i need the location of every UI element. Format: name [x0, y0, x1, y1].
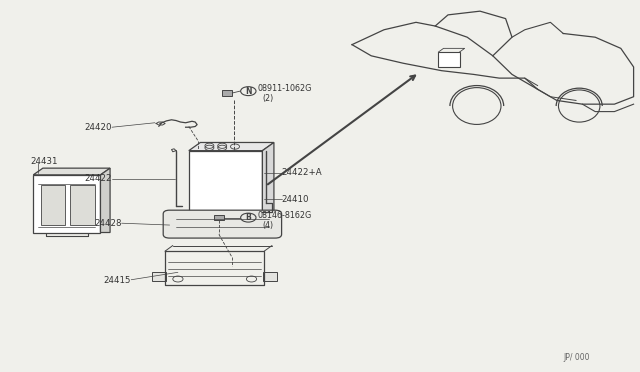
Polygon shape — [33, 168, 110, 175]
Bar — [70, 185, 95, 225]
Text: 24422: 24422 — [84, 174, 112, 183]
Text: N: N — [245, 87, 252, 96]
Polygon shape — [189, 142, 274, 151]
Text: JP/ 000: JP/ 000 — [563, 353, 589, 362]
Bar — [41, 185, 65, 225]
Text: 08911-1062G: 08911-1062G — [258, 84, 312, 93]
Text: B: B — [246, 213, 251, 222]
Text: (4): (4) — [262, 221, 273, 230]
Text: 24415: 24415 — [104, 276, 131, 285]
Text: 24420: 24420 — [84, 123, 112, 132]
Text: 24422+A: 24422+A — [282, 169, 322, 177]
Bar — [189, 151, 262, 216]
Bar — [33, 175, 100, 232]
Bar — [438, 52, 460, 67]
FancyBboxPatch shape — [163, 210, 282, 238]
Text: 24428: 24428 — [94, 219, 122, 228]
Text: (2): (2) — [262, 94, 274, 103]
Polygon shape — [100, 168, 110, 232]
Bar — [152, 272, 166, 281]
Text: 24431: 24431 — [31, 157, 58, 166]
Text: 24410: 24410 — [282, 195, 309, 203]
Text: 08146-8162G: 08146-8162G — [258, 211, 312, 220]
Polygon shape — [262, 142, 274, 216]
Bar — [263, 272, 277, 281]
Bar — [222, 90, 232, 96]
Bar — [214, 215, 224, 220]
